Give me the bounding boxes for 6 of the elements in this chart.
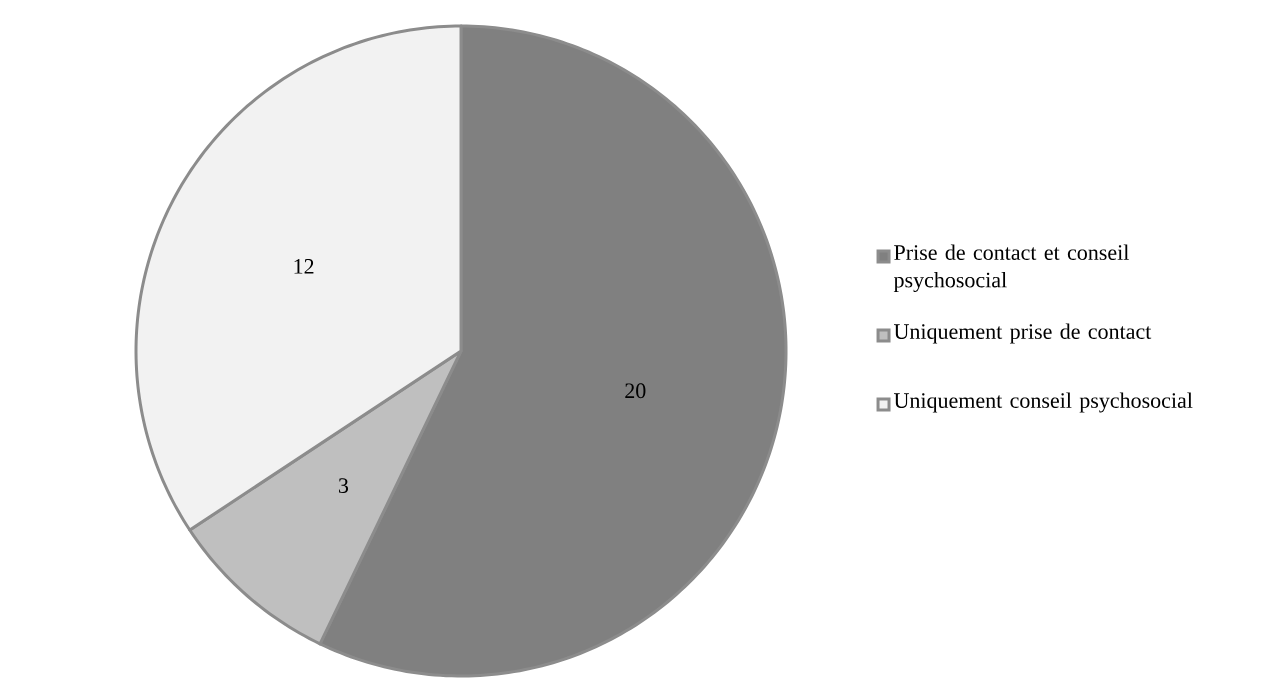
data-label: 3 <box>338 478 349 493</box>
data-label: 20 <box>625 383 646 399</box>
legend-label: Uniquement prise de contact <box>894 323 1152 344</box>
data-label: 12 <box>294 259 314 274</box>
legend-label: Prise de contact et conseil psychosocial <box>893 244 1129 292</box>
legend-label: Uniquement conseil psychosocial <box>894 392 1193 413</box>
